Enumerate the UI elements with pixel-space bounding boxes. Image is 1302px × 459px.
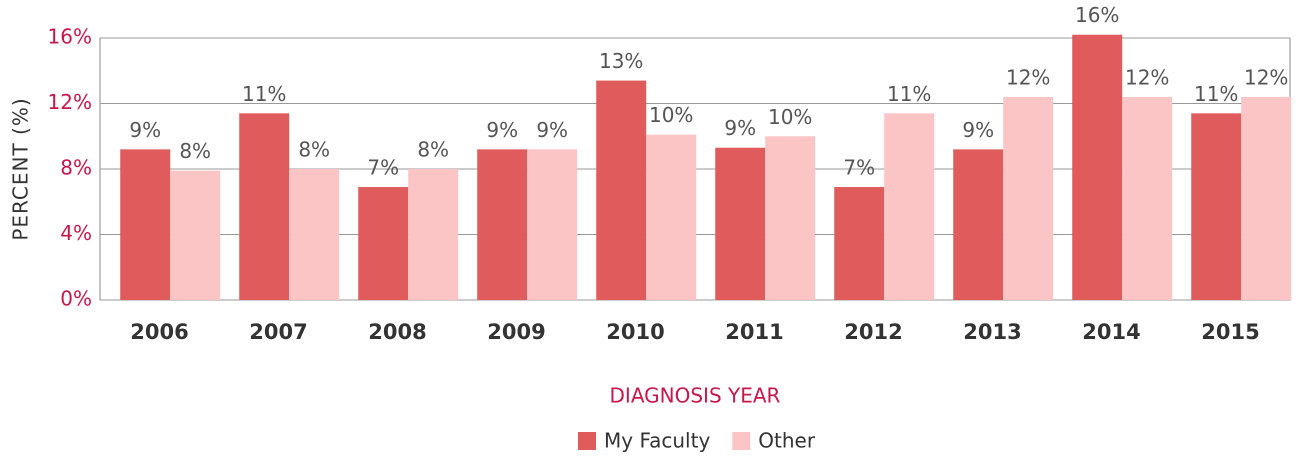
bar xyxy=(834,187,885,300)
bar xyxy=(120,149,171,300)
bar xyxy=(953,149,1004,300)
value-label: 12% xyxy=(1006,65,1050,89)
bar xyxy=(884,113,935,300)
value-label: 13% xyxy=(599,49,643,73)
x-tick-label: 2013 xyxy=(963,320,1021,344)
bar xyxy=(646,134,697,300)
value-label: 8% xyxy=(298,138,330,162)
value-label: 16% xyxy=(1075,3,1119,27)
x-tick-label: 2008 xyxy=(368,320,426,344)
bar xyxy=(765,136,816,300)
value-label: 11% xyxy=(1194,82,1238,106)
value-label: 9% xyxy=(486,118,518,142)
y-axis-label: PERCENT (%) xyxy=(9,97,33,240)
bar xyxy=(1003,96,1054,300)
x-tick-label: 2011 xyxy=(725,320,783,344)
bar xyxy=(239,113,290,300)
bar xyxy=(477,149,528,300)
bar xyxy=(289,169,340,300)
x-tick-label: 2007 xyxy=(249,320,307,344)
bar xyxy=(596,80,647,300)
value-label: 12% xyxy=(1125,65,1169,89)
y-tick-label: 12% xyxy=(48,90,92,114)
value-label: 8% xyxy=(417,138,449,162)
x-tick-label: 2006 xyxy=(130,320,188,344)
value-label: 12% xyxy=(1244,65,1288,89)
x-tick-label: 2010 xyxy=(606,320,664,344)
x-tick-label: 2012 xyxy=(844,320,902,344)
value-label: 9% xyxy=(536,118,568,142)
value-label: 9% xyxy=(962,118,994,142)
bar xyxy=(1241,96,1292,300)
value-label: 10% xyxy=(649,103,693,127)
bar xyxy=(715,147,766,300)
legend-label: Other xyxy=(758,429,816,453)
x-tick-label: 2009 xyxy=(487,320,545,344)
value-label: 9% xyxy=(129,118,161,142)
value-label: 7% xyxy=(843,156,875,180)
value-label: 8% xyxy=(179,139,211,163)
legend-swatch xyxy=(578,432,596,450)
bar xyxy=(170,170,221,300)
bar xyxy=(1122,96,1173,300)
y-tick-label: 0% xyxy=(60,287,92,311)
x-tick-label: 2015 xyxy=(1201,320,1259,344)
y-tick-label: 8% xyxy=(60,156,92,180)
bar xyxy=(408,169,459,300)
legend-swatch xyxy=(732,432,751,450)
x-tick-label: 2014 xyxy=(1082,320,1140,344)
value-label: 11% xyxy=(887,82,931,106)
bar xyxy=(358,187,409,300)
legend-label: My Faculty xyxy=(604,429,710,453)
x-axis-label: DIAGNOSIS YEAR xyxy=(610,384,781,408)
bar xyxy=(1191,113,1242,300)
y-tick-label: 16% xyxy=(48,25,92,49)
value-label: 7% xyxy=(367,156,399,180)
value-label: 9% xyxy=(724,116,756,140)
value-label: 11% xyxy=(242,82,286,106)
y-tick-label: 4% xyxy=(60,221,92,245)
bar xyxy=(527,149,578,300)
bar xyxy=(1072,34,1123,300)
value-label: 10% xyxy=(768,105,812,129)
